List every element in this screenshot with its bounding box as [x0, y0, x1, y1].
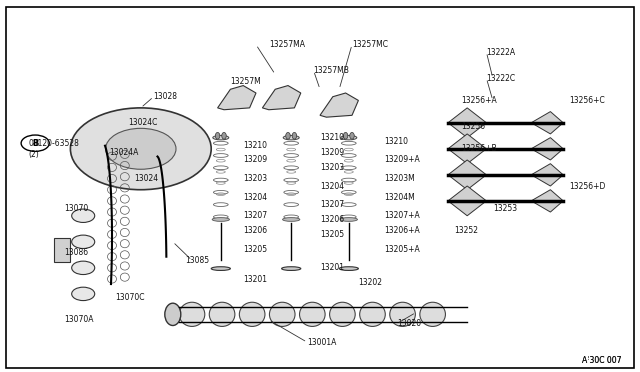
- Text: 13020: 13020: [397, 319, 421, 328]
- Circle shape: [72, 287, 95, 301]
- Text: 13257MC: 13257MC: [352, 40, 388, 49]
- Text: 13070: 13070: [64, 204, 88, 213]
- Text: 13210: 13210: [243, 141, 268, 150]
- Text: 13203: 13203: [243, 174, 268, 183]
- Text: 08120-63528
(2): 08120-63528 (2): [29, 139, 79, 158]
- Polygon shape: [448, 134, 486, 164]
- Text: 13252: 13252: [454, 226, 479, 235]
- Text: 13204: 13204: [320, 182, 344, 190]
- Text: 13085: 13085: [186, 256, 210, 265]
- Text: 13203M: 13203M: [384, 174, 415, 183]
- Polygon shape: [448, 108, 486, 138]
- Polygon shape: [218, 86, 256, 110]
- Ellipse shape: [211, 267, 230, 270]
- Text: 13024: 13024: [134, 174, 159, 183]
- Text: A·30C 007: A·30C 007: [582, 356, 622, 365]
- Bar: [54, 238, 70, 262]
- Text: 13204M: 13204M: [384, 193, 415, 202]
- Polygon shape: [531, 138, 563, 160]
- Text: 13256+B: 13256+B: [461, 144, 497, 153]
- Text: 13256+A: 13256+A: [461, 96, 497, 105]
- Ellipse shape: [222, 132, 227, 139]
- Ellipse shape: [209, 302, 235, 327]
- Polygon shape: [448, 186, 486, 216]
- Circle shape: [72, 235, 95, 248]
- Text: 13028: 13028: [154, 92, 178, 101]
- Text: 13201: 13201: [320, 263, 344, 272]
- Circle shape: [21, 135, 49, 151]
- Text: 13257MB: 13257MB: [314, 66, 349, 75]
- Ellipse shape: [339, 267, 358, 270]
- Text: 13205+A: 13205+A: [384, 245, 420, 254]
- Text: 13201: 13201: [243, 275, 268, 283]
- Text: 13222A: 13222A: [486, 48, 516, 57]
- Text: 13070C: 13070C: [115, 293, 145, 302]
- Text: 13256+C: 13256+C: [570, 96, 605, 105]
- Ellipse shape: [215, 132, 220, 139]
- Text: 13210: 13210: [320, 133, 344, 142]
- Text: 13206: 13206: [320, 215, 344, 224]
- Ellipse shape: [360, 302, 385, 327]
- Polygon shape: [262, 86, 301, 110]
- Text: 13209: 13209: [320, 148, 344, 157]
- Text: 13256+D: 13256+D: [570, 182, 606, 190]
- Text: 13204: 13204: [243, 193, 268, 202]
- Ellipse shape: [269, 302, 295, 327]
- Text: 13070A: 13070A: [64, 315, 93, 324]
- Text: 13206: 13206: [243, 226, 268, 235]
- Circle shape: [72, 261, 95, 275]
- Polygon shape: [531, 164, 563, 186]
- Circle shape: [70, 108, 211, 190]
- Text: 13086: 13086: [64, 248, 88, 257]
- Ellipse shape: [390, 302, 415, 327]
- Text: A'30C 007: A'30C 007: [582, 356, 622, 365]
- Polygon shape: [531, 112, 563, 134]
- Ellipse shape: [340, 218, 357, 221]
- Text: 13209+A: 13209+A: [384, 155, 420, 164]
- Ellipse shape: [212, 135, 229, 140]
- Ellipse shape: [349, 132, 355, 139]
- Text: B: B: [32, 139, 38, 148]
- Text: 13207: 13207: [320, 200, 344, 209]
- Ellipse shape: [344, 132, 348, 139]
- Polygon shape: [531, 190, 563, 212]
- Ellipse shape: [282, 218, 300, 221]
- Text: 13207+A: 13207+A: [384, 211, 420, 220]
- Text: 13222C: 13222C: [486, 74, 516, 83]
- Text: 13210: 13210: [384, 137, 408, 146]
- Text: 13206+A: 13206+A: [384, 226, 420, 235]
- Text: 13209: 13209: [243, 155, 268, 164]
- Ellipse shape: [341, 135, 357, 140]
- Ellipse shape: [179, 302, 205, 327]
- Ellipse shape: [330, 302, 355, 327]
- Ellipse shape: [212, 218, 230, 221]
- Ellipse shape: [420, 302, 445, 327]
- Circle shape: [106, 128, 176, 169]
- Ellipse shape: [239, 302, 265, 327]
- Circle shape: [72, 209, 95, 222]
- Text: 13205: 13205: [243, 245, 268, 254]
- Ellipse shape: [283, 135, 300, 140]
- Text: 13207: 13207: [243, 211, 268, 220]
- Polygon shape: [448, 160, 486, 190]
- Text: 13024C: 13024C: [128, 118, 157, 127]
- Text: 13257MA: 13257MA: [269, 40, 305, 49]
- Text: 13001A: 13001A: [307, 338, 337, 347]
- Text: 13256: 13256: [461, 122, 485, 131]
- Text: 13203: 13203: [320, 163, 344, 172]
- Text: 13024A: 13024A: [109, 148, 138, 157]
- Polygon shape: [320, 93, 358, 117]
- Ellipse shape: [300, 302, 325, 327]
- Text: 13205: 13205: [320, 230, 344, 239]
- Text: 13253: 13253: [493, 204, 517, 213]
- Text: 13257M: 13257M: [230, 77, 261, 86]
- Ellipse shape: [282, 267, 301, 270]
- Ellipse shape: [292, 132, 297, 139]
- Ellipse shape: [285, 132, 291, 139]
- Text: 13202: 13202: [358, 278, 383, 287]
- Ellipse shape: [165, 303, 181, 326]
